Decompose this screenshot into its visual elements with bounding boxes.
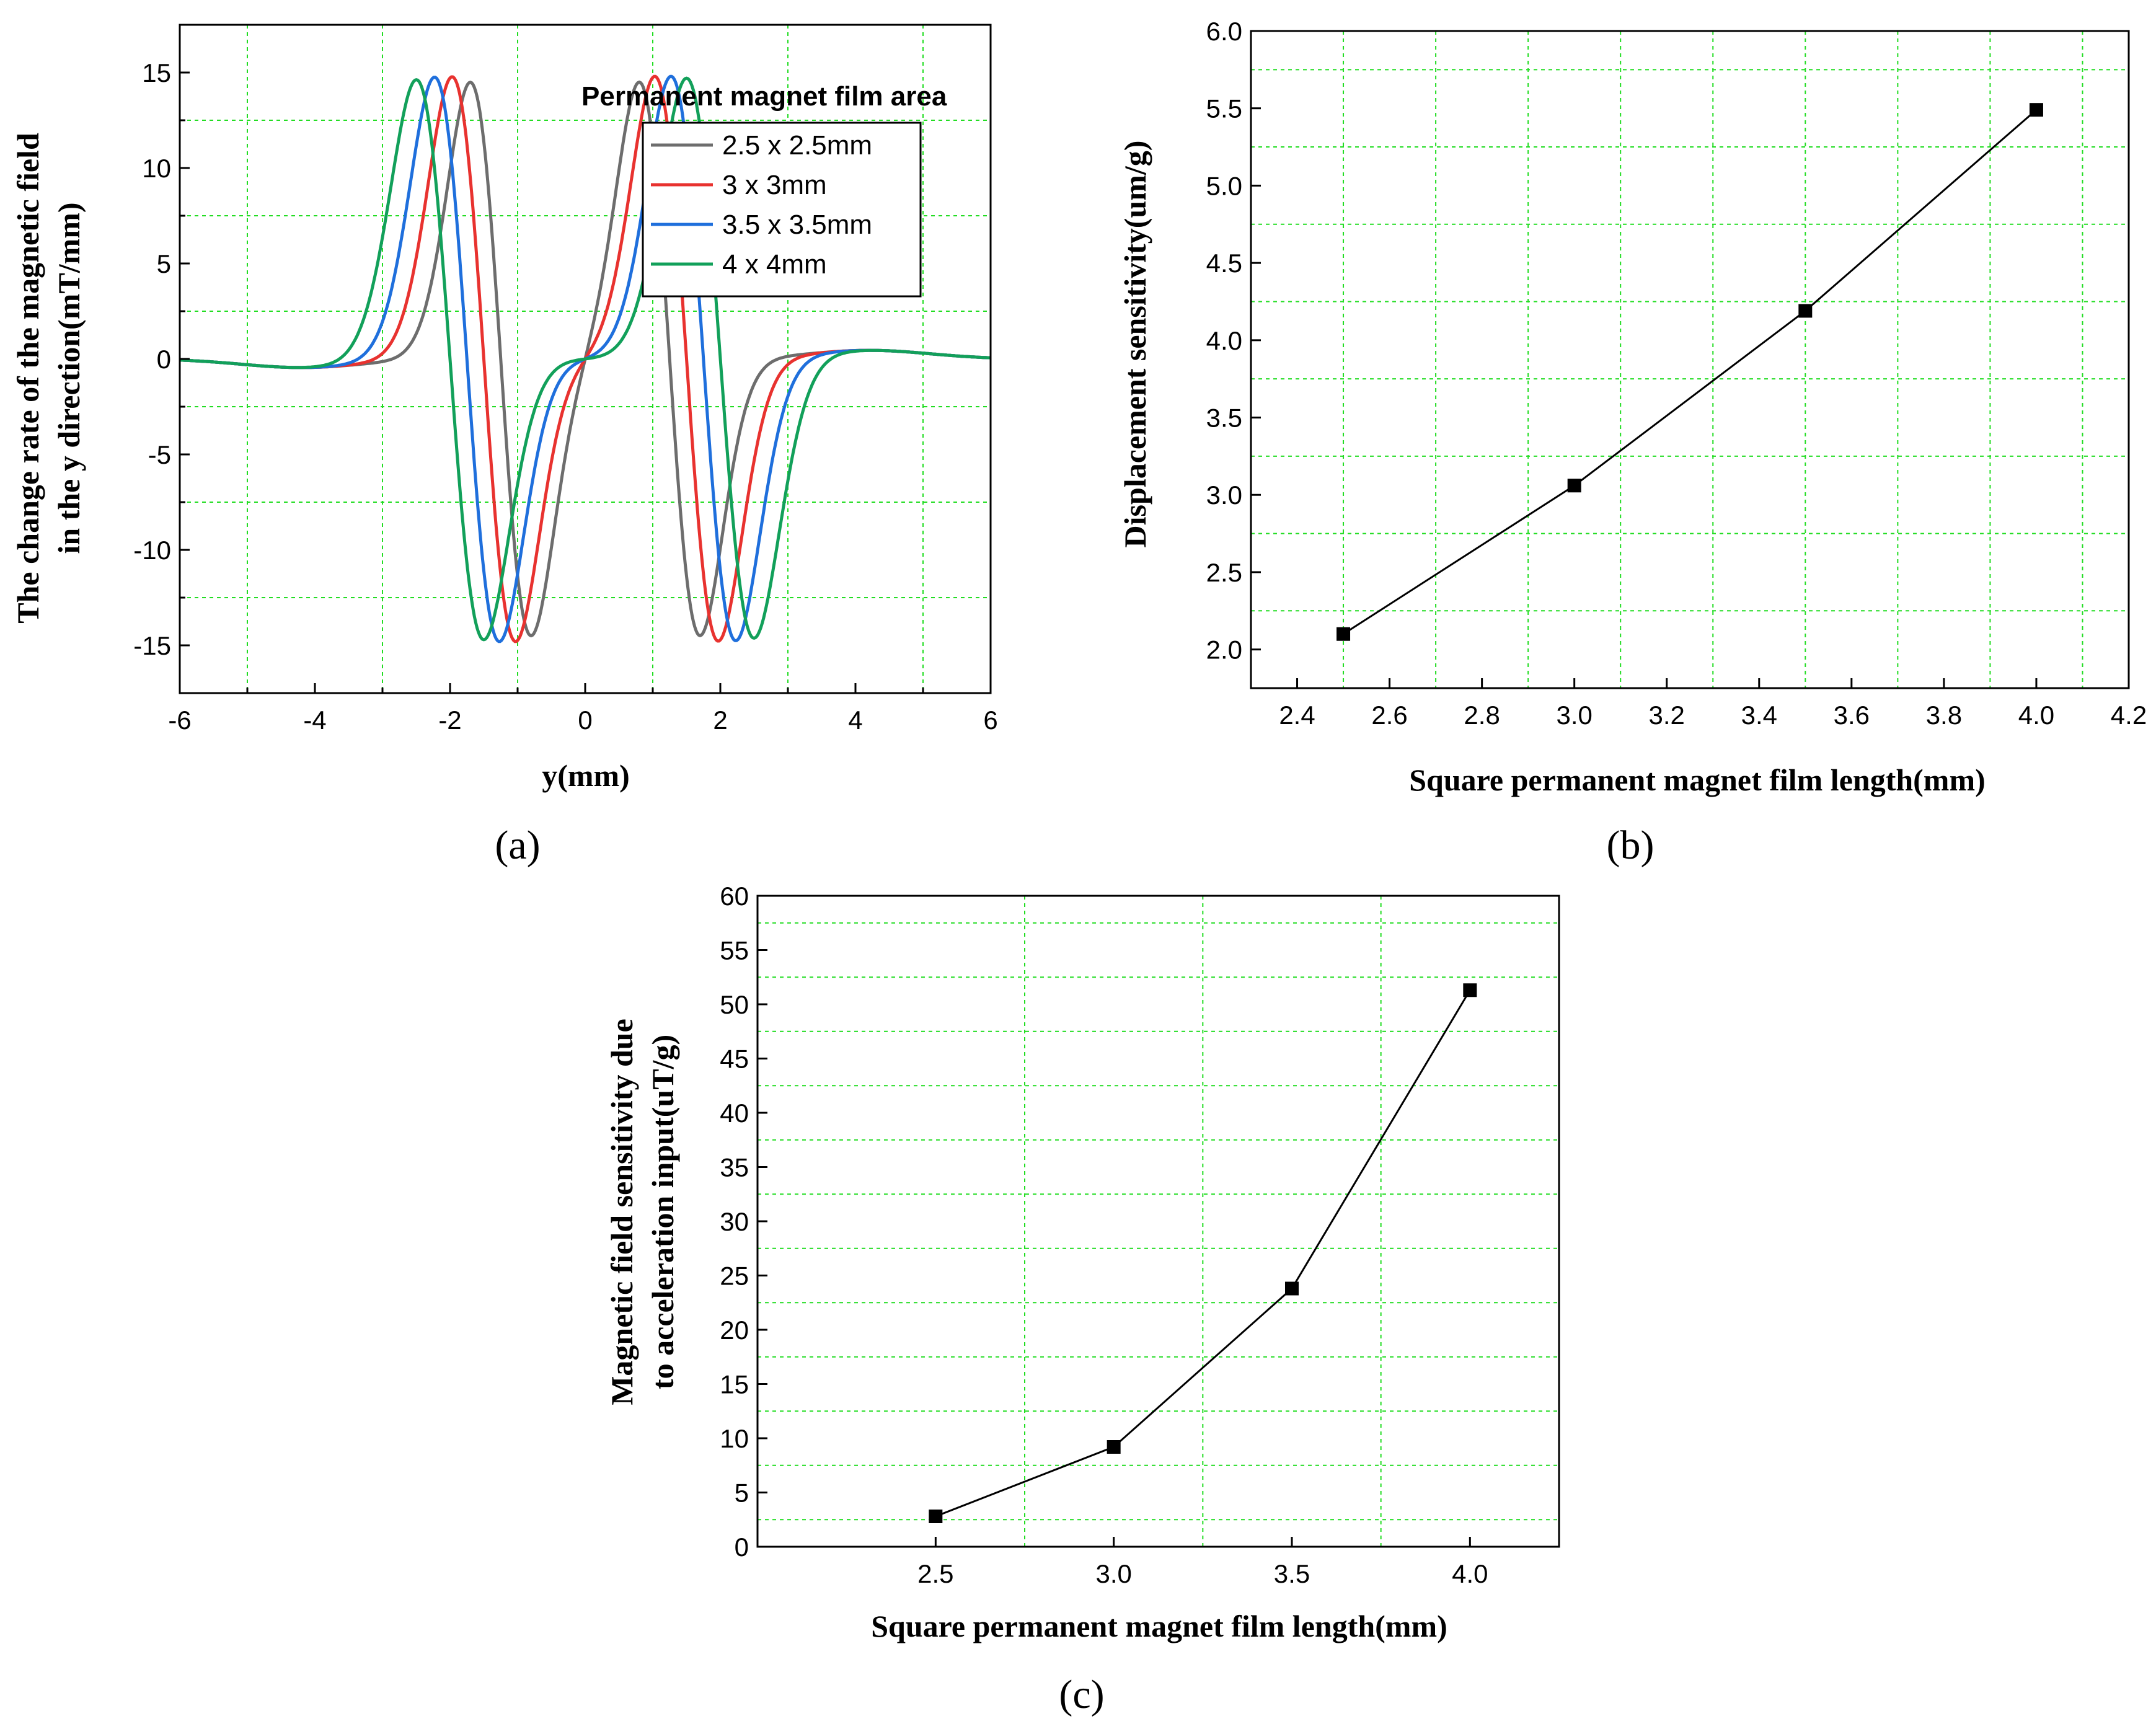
panel-b-x-tick-label: 2.6: [1371, 701, 1407, 730]
panel-b-data-point: [1567, 479, 1581, 493]
panel-b-x-tick-label: 3.6: [1834, 701, 1870, 730]
panel-c-x-axis-title: Square permanent magnet film length(mm): [871, 1609, 1447, 1643]
panel-a-y-tick-label: -10: [133, 536, 171, 565]
panel-a-legend-entry: 4 x 4mm: [722, 249, 827, 280]
panel-a-legend-entry: 3.5 x 3.5mm: [722, 210, 872, 240]
panel-b-data-point: [1336, 627, 1351, 641]
panel-a-x-tick-label: 6: [983, 705, 997, 735]
panel-c-x-tick-label: 2.5: [917, 1559, 953, 1588]
panel-b-axes: [1250, 30, 2130, 689]
panel-a-legend-entry: 2.5 x 2.5mm: [722, 130, 872, 161]
panel-a-x-axis-title: y(mm): [542, 758, 630, 793]
panel-b-x-axis-title: Square permanent magnet film length(mm): [1409, 763, 1986, 797]
panel-b-series-line: [1343, 109, 2037, 635]
panel-b-x-tick-label: 3.0: [1556, 701, 1592, 730]
panel-b-y-tick-label: 5.0: [1206, 171, 1242, 200]
panel-b-label: (b): [1607, 823, 1655, 868]
panel-c-tick-labels: 2.5 3.0 3.5 4.0 0 5 10 15 20 25 30 35 40 45 50 55 60: [720, 882, 1488, 1588]
panel-b-x-tick-label: 4.2: [2111, 701, 2147, 730]
panel-c-y-tick-label: 0: [735, 1532, 749, 1562]
panel-c-y-axis-title-line1: Magnetic field sensitivity due: [604, 1019, 639, 1405]
panel-c-axes: [756, 895, 1560, 1548]
panel-a-chart: -6 -4 -2 0 2 4 6 -15 -10 -5 0 5 10 15 y(mm) The chang…: [11, 24, 998, 868]
panel-c-data-point: [1107, 1440, 1121, 1454]
panel-c-x-tick-label: 3.0: [1095, 1559, 1131, 1588]
panel-a-y-tick-label: -5: [148, 440, 171, 469]
panel-b-y-axis-title: Displacement sensitivity(um/g): [1118, 141, 1152, 548]
panel-c-x-tick-label: 4.0: [1452, 1559, 1488, 1588]
panel-c-label: (c): [1059, 1672, 1104, 1717]
panel-c-x-tick-label: 3.5: [1274, 1559, 1310, 1588]
panel-c-y-tick-label: 60: [720, 882, 749, 911]
panel-a-legend-box: [642, 122, 922, 298]
panel-a-x-tick-label: -6: [168, 705, 191, 735]
panel-a-legend-items: 2.5 x 2.5mm 3 x 3mm 3.5 x 3.5mm 4 x 4mm: [651, 130, 872, 280]
panel-b-y-tick-label: 5.5: [1206, 94, 1242, 123]
panel-c-y-tick-label: 25: [720, 1262, 749, 1291]
panel-c-data-point: [929, 1510, 943, 1523]
panel-c-y-tick-label: 40: [720, 1099, 749, 1128]
panel-b-y-tick-label: 3.5: [1206, 404, 1242, 433]
panel-c-y-tick-label: 55: [720, 936, 749, 965]
panel-a-x-tick-label: 4: [848, 705, 862, 735]
panel-a-legend: Permanent magnet film area 2.5 x 2.5mm 3 …: [581, 81, 947, 298]
panel-b-plot-frame: [1250, 30, 2130, 689]
panel-c-plot-frame: [756, 895, 1560, 1548]
panel-b-y-tick-label: 2.0: [1206, 635, 1242, 665]
panel-a-tick-labels: -6 -4 -2 0 2 4 6 -15 -10 -5 0 5 10 15: [133, 58, 997, 735]
panel-a-y-tick-label: 15: [142, 58, 171, 87]
panel-c-data-point: [1463, 983, 1477, 997]
panel-a-x-tick-label: -2: [438, 705, 461, 735]
panel-b-data-point: [2029, 103, 2043, 117]
panel-a-y-tick-label: 0: [157, 345, 171, 374]
panel-a-x-tick-label: 0: [578, 705, 592, 735]
panel-b-chart: 2.4 2.6 2.8 3.0 3.2 3.4 3.6 3.8 4.0 4.2 2.0 2.5 3.0 3…: [1118, 17, 2147, 868]
panel-c-series: [929, 983, 1477, 1523]
panel-c-chart: 2.5 3.0 3.5 4.0 0 5 10 15 20 25 30 35 40 45 50 55 60 Squ…: [604, 882, 1560, 1717]
panel-a-axes: [179, 24, 992, 694]
panel-b-y-tick-label: 4.0: [1206, 326, 1242, 355]
panel-a-curves: [179, 74, 991, 643]
panel-c-y-tick-label: 45: [720, 1045, 749, 1074]
panel-b-y-tick-label: 4.5: [1206, 249, 1242, 278]
panel-c-y-tick-label: 50: [720, 990, 749, 1019]
panel-b-tick-labels: 2.4 2.6 2.8 3.0 3.2 3.4 3.6 3.8 4.0 4.2 2.0 2.5 3.0 3…: [1206, 17, 2147, 730]
panel-a-y-axis-title-line2: in the y direction(mT/mm): [51, 202, 86, 554]
panel-a-x-tick-label: 2: [713, 705, 727, 735]
panel-b-x-tick-label: 2.4: [1279, 701, 1315, 730]
panel-a-legend-entry: 3 x 3mm: [722, 170, 827, 200]
panel-c-y-tick-label: 10: [720, 1424, 749, 1453]
panel-b-series: [1336, 103, 2043, 641]
panel-b-gridlines: [1250, 31, 2129, 688]
panel-a-gridlines: [180, 25, 991, 693]
panel-a-x-tick-label: -4: [303, 705, 326, 735]
panel-a-series-line: [179, 76, 991, 642]
panel-b-x-tick-label: 4.0: [2018, 701, 2054, 730]
panel-b-x-tick-label: 3.4: [1741, 701, 1777, 730]
panel-c-y-tick-label: 5: [735, 1479, 749, 1508]
panel-c-y-tick-label: 15: [720, 1370, 749, 1399]
panel-a-legend-title: Permanent magnet film area: [581, 81, 947, 112]
panel-a-y-tick-label: 10: [142, 154, 171, 183]
panel-a-y-tick-label: 5: [157, 249, 171, 278]
panel-c-y-tick-label: 30: [720, 1207, 749, 1236]
panel-c-y-axis-title-line2: to acceleration input(uT/g): [645, 1035, 680, 1389]
panel-c-gridlines: [758, 896, 1559, 1547]
panel-c-data-point: [1285, 1281, 1299, 1296]
panel-b-x-tick-label: 3.2: [1649, 701, 1685, 730]
panel-b-y-tick-label: 3.0: [1206, 480, 1242, 510]
panel-a-y-tick-label: -15: [133, 631, 171, 660]
panel-a-label: (a): [495, 823, 540, 868]
panel-b-x-tick-label: 3.8: [1926, 701, 1962, 730]
panel-c-series-line: [935, 989, 1471, 1518]
panel-b-x-tick-label: 2.8: [1464, 701, 1500, 730]
panel-b-y-tick-label: 6.0: [1206, 17, 1242, 46]
panel-a-y-axis-title-line1: The change rate of the magnetic field: [11, 133, 45, 624]
panel-b-data-point: [1798, 304, 1813, 318]
panel-c-y-tick-label: 35: [720, 1153, 749, 1182]
panel-c-y-tick-label: 20: [720, 1316, 749, 1345]
panel-b-y-tick-label: 2.5: [1206, 558, 1242, 587]
